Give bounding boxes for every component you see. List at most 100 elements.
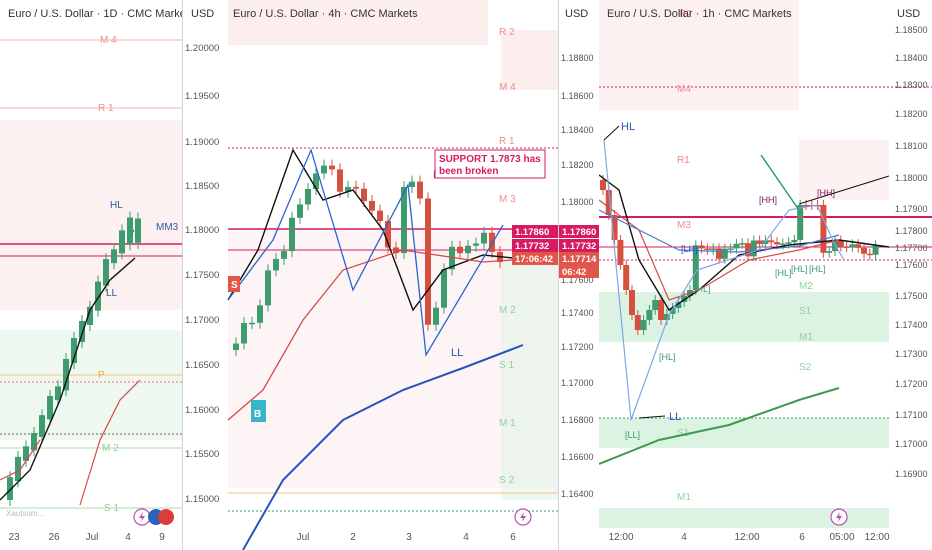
ma-black <box>0 257 136 501</box>
pivot-label: P <box>98 370 105 381</box>
annotation-pointer-2 <box>638 415 666 419</box>
candle <box>369 200 375 211</box>
pane-divider[interactable] <box>182 0 183 550</box>
candle <box>289 217 295 252</box>
candle <box>640 320 647 330</box>
candle <box>721 248 728 259</box>
price-badge-17860-bg <box>559 225 599 238</box>
candle <box>15 456 21 482</box>
support-zone-2 <box>599 418 889 448</box>
price-tick: 1.18400 <box>895 53 928 63</box>
ma-red <box>79 379 141 506</box>
chart-pane-1h-b[interactable]: R2 M4 R1 M3 M2 S1 M1 S2 S1 M1 1.18500 1.18400 1.1830… <box>599 0 932 550</box>
support-zone <box>501 260 558 500</box>
price-badge-time: 06:42 <box>562 267 586 278</box>
price-tick: 1.18500 <box>895 25 928 35</box>
chart-pane-1h-a[interactable]: 1.18800 1.18600 1.18400 1.18200 1.18000 1.178… <box>559 0 599 550</box>
date-tick: 6 <box>510 532 516 543</box>
candle <box>779 243 786 246</box>
price-tick: 1.16400 <box>561 489 594 499</box>
annotation-hl: [HL] <box>775 268 792 278</box>
candle <box>79 321 85 343</box>
trend-line <box>798 175 890 205</box>
pivot-label: R 2 <box>499 27 515 38</box>
date-tick: 3 <box>406 532 412 543</box>
ma-green <box>599 387 840 465</box>
date-tick: 4 <box>463 532 469 543</box>
candle <box>345 186 351 192</box>
price-tick: 1.18300 <box>895 80 928 90</box>
candle <box>716 248 722 259</box>
chart-canvas-4h[interactable]: R 2 M 4 R 1 M 3 M 2 S 1 M 1 S 2 1.20000 1.19500 1.… <box>183 0 558 550</box>
date-tick: 9 <box>159 532 165 543</box>
candle <box>7 477 13 500</box>
candle <box>634 315 641 330</box>
price-badge-17732-bg <box>559 239 599 252</box>
candle <box>843 246 850 248</box>
support-zone <box>0 330 182 440</box>
candle <box>39 415 45 437</box>
pivot-label: R 1 <box>499 136 515 147</box>
candle <box>756 240 763 245</box>
price-tick: 1.17900 <box>895 204 928 214</box>
price-tick: 1.18400 <box>561 125 594 135</box>
candle <box>305 189 311 205</box>
candle <box>385 221 391 248</box>
candle <box>745 243 751 257</box>
price-tick: 1.16000 <box>185 405 219 416</box>
chart-canvas-1h-axis[interactable]: 1.18800 1.18600 1.18400 1.18200 1.18000 1.178… <box>559 0 599 550</box>
pane-divider[interactable] <box>558 0 559 550</box>
price-badge-time-bg <box>512 252 558 265</box>
price-tick: 1.17000 <box>185 315 219 326</box>
date-tick: 12:00 <box>864 532 889 543</box>
chart-canvas-1h[interactable]: R2 M4 R1 M3 M2 S1 M1 S2 S1 M1 1.18500 1.18400 1.1830… <box>599 0 932 550</box>
date-tick: 4 <box>125 532 131 543</box>
price-tick: 1.17500 <box>185 270 219 281</box>
price-tick: 1.17600 <box>895 260 928 270</box>
candle <box>797 205 804 240</box>
support-zone <box>599 292 889 342</box>
date-tick: 05:00 <box>829 532 854 543</box>
price-tick: 1.19000 <box>185 137 219 148</box>
date-tick: 23 <box>8 532 20 543</box>
candle <box>249 322 255 325</box>
pivot-zone <box>501 30 558 90</box>
price-tick: 1.17600 <box>561 275 594 285</box>
candle <box>710 248 717 250</box>
price-tick: 1.17800 <box>895 226 928 236</box>
candle <box>313 173 319 190</box>
price-tick: 1.18000 <box>185 225 219 236</box>
price-badge-17860: 1.17860 <box>515 227 549 238</box>
pivot-label: S2 <box>799 362 812 373</box>
candle <box>727 248 734 250</box>
candle <box>733 243 740 249</box>
ma-black <box>227 148 514 312</box>
candle <box>257 305 263 323</box>
price-tick: 1.18100 <box>895 141 928 151</box>
price-tick: 1.18000 <box>895 173 928 183</box>
pivot-label: M 4 <box>499 82 516 93</box>
candle <box>473 243 479 246</box>
zigzag-line <box>227 148 504 358</box>
candle <box>425 198 431 325</box>
candle <box>273 258 279 271</box>
price-tick: 1.17200 <box>895 379 928 389</box>
candle <box>646 310 653 320</box>
candle <box>791 239 798 243</box>
candle <box>337 169 343 192</box>
chart-canvas-1d[interactable]: M 4 R 1 P M 2 S 1 HL MM3 LL 23 26 Jul 4 9 Xautsom... <box>0 0 182 550</box>
candle <box>417 181 423 199</box>
date-tick: 2 <box>350 532 356 543</box>
annotation-s: S <box>231 280 238 291</box>
price-badge-time: 17:06:42 <box>515 254 553 265</box>
candle <box>837 240 844 247</box>
pivot-label: S 1 <box>104 503 119 514</box>
candle <box>241 323 247 344</box>
annotation-mm3: MM3 <box>156 222 179 233</box>
pivot-label: M 2 <box>102 443 119 454</box>
candle <box>103 259 109 286</box>
chart-pane-4h[interactable]: R 2 M 4 R 1 M 3 M 2 S 1 M 1 S 2 1.20000 1.19500 1.… <box>183 0 558 550</box>
support-zone-3 <box>599 508 889 528</box>
pivot-label: M2 <box>799 281 813 292</box>
